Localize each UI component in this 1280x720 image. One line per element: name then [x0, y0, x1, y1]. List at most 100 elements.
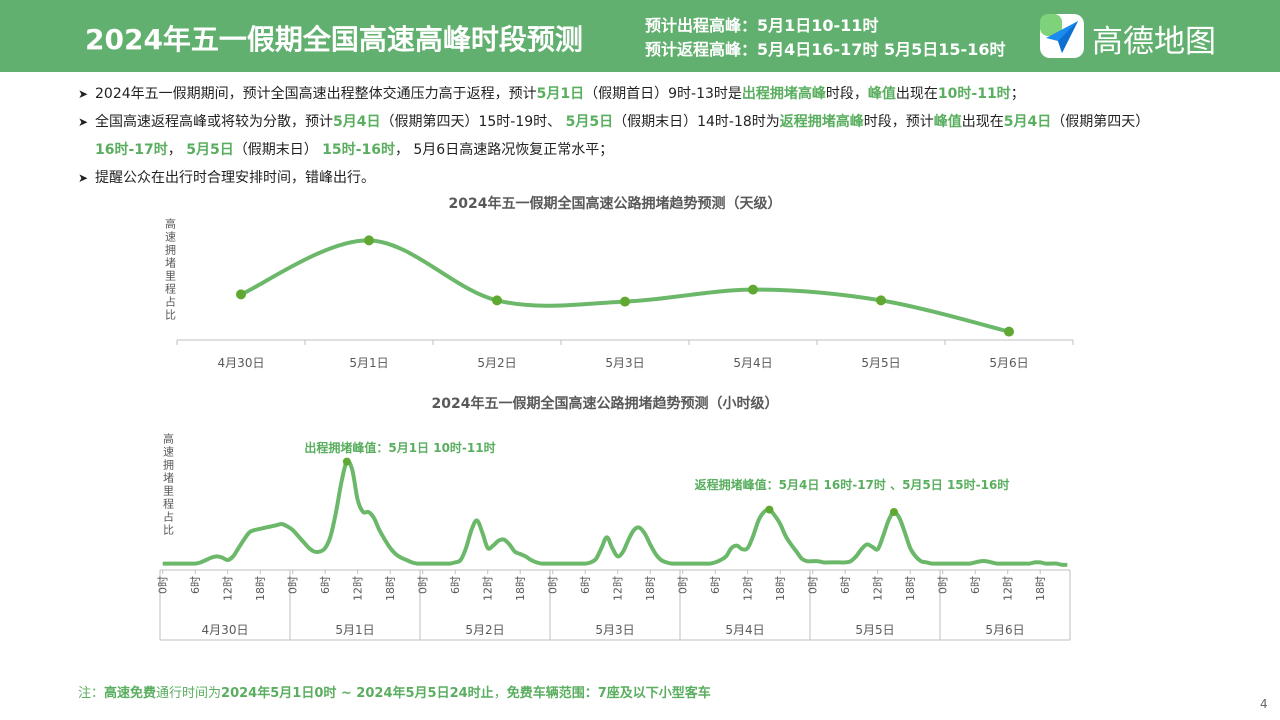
x-tick-label: 18时: [904, 576, 917, 601]
marker: [492, 295, 502, 306]
highlight: 5月5日: [186, 142, 234, 158]
marker: [748, 284, 758, 295]
text: （假期第四天）15时-19时、: [380, 114, 566, 130]
text: 时段，预计: [863, 114, 934, 130]
x-tick-label: 0时: [157, 576, 170, 594]
footnote: 注：高速免费通行时间为2024年5月1日0时 ~ 2024年5月5日24时止，免…: [78, 682, 711, 701]
x-group-label: 5月3日: [595, 623, 634, 637]
bullet: 全国高速返程高峰或将较为分散，预计5月4日（假期第四天）15时-19时、 5月5…: [78, 108, 1158, 164]
x-tick-label: 5月5日: [861, 356, 900, 370]
x-tick-label: 5月4日: [733, 356, 772, 370]
text: 出现在: [961, 114, 1004, 130]
x-tick-label: 12时: [222, 576, 235, 601]
x-tick-label: 6时: [839, 576, 852, 594]
marker: [1004, 326, 1014, 337]
x-tick-label: 12时: [612, 576, 625, 601]
text: ，: [167, 142, 187, 158]
chart-title: 2024年五一假期全国高速公路拥堵趋势预测（天级）: [449, 195, 782, 212]
text: ；: [1010, 86, 1025, 102]
y-axis-label: 高速拥堵里程占比: [162, 432, 175, 537]
highlight: 16时-17时: [95, 142, 168, 158]
x-tick-label: 18时: [774, 576, 787, 601]
x-tick-label: 4月30日: [218, 356, 265, 370]
peak-marker: [889, 508, 898, 516]
marker: [620, 296, 630, 307]
x-tick-label: 18时: [644, 576, 657, 601]
marker: [364, 235, 374, 246]
x-tick-label: 6时: [579, 576, 592, 594]
text: 全国高速返程高峰或将较为分散，预计: [95, 114, 333, 130]
x-group-label: 5月5日: [855, 623, 894, 637]
text: 提醒公众在出行时合理安排时间，错峰出行。: [95, 170, 375, 186]
highlight: 峰值: [933, 114, 962, 130]
peak-marker: [342, 457, 351, 466]
x-tick-label: 5月3日: [605, 356, 644, 370]
line-series: [240, 238, 1010, 334]
note-text: ，: [493, 686, 507, 701]
x-tick-label: 6时: [709, 576, 722, 594]
note-text: 免费车辆范围：7座及以下小型客车: [506, 686, 711, 701]
annotation: 返程拥堵峰值：5月4日 16时-17时 、5月5日 15时-16时: [695, 477, 1010, 492]
text: 2024年五一假期期间，预计全国高速出程整体交通压力高于返程，预计: [95, 86, 537, 102]
logo-text: 高德地图: [1092, 24, 1216, 60]
text: （假期末日）14时-18时为: [613, 114, 780, 130]
x-group-label: 5月4日: [725, 623, 764, 637]
bullet: 2024年五一假期期间，预计全国高速出程整体交通压力高于返程，预计5月1日（假期…: [78, 80, 1158, 108]
highlight: 峰值: [867, 86, 896, 102]
note-text: 高速免费: [104, 686, 157, 701]
page-number: 4: [1260, 697, 1268, 711]
x-tick-label: 18时: [384, 576, 397, 601]
note-text: 注：: [78, 686, 105, 701]
highlight: 5月5日: [565, 114, 614, 130]
highlight: 5月4日: [1003, 114, 1052, 130]
note-text: 通行时间为: [156, 686, 222, 701]
highlight: 5月1日: [536, 86, 585, 102]
x-tick-label: 12时: [872, 576, 885, 601]
x-group-label: 5月2日: [465, 623, 504, 637]
x-group-label: 5月1日: [335, 623, 374, 637]
x-group-label: 5月6日: [985, 623, 1024, 637]
x-tick-label: 12时: [352, 576, 365, 601]
x-tick-label: 0时: [417, 576, 430, 594]
x-tick-label: 18时: [514, 576, 527, 601]
bullet: 提醒公众在出行时合理安排时间，错峰出行。: [78, 164, 1158, 192]
highlight: 出程拥堵高峰: [741, 86, 826, 102]
x-tick-label: 12时: [1002, 576, 1015, 601]
x-tick-label: 18时: [1034, 576, 1047, 601]
marker: [876, 295, 886, 306]
highlight: 5月4日: [333, 114, 381, 130]
peak-return: 预计返程高峰：5月4日16-17时 5月5日15-16时: [645, 40, 1006, 59]
logo-icon: [1040, 14, 1084, 58]
highlight: 10时-11时: [937, 86, 1011, 102]
x-tick-label: 12时: [742, 576, 755, 601]
text: （假期第四天）: [1051, 114, 1150, 130]
x-tick-label: 6时: [189, 576, 202, 594]
x-tick-label: 6时: [319, 576, 332, 594]
peak-out: 预计出程高峰：5月1日10-11时: [645, 16, 879, 35]
x-tick-label: 5月6日: [989, 356, 1028, 370]
x-tick-label: 0时: [287, 576, 300, 594]
x-tick-label: 18时: [254, 576, 267, 601]
peak-marker: [765, 505, 774, 514]
highlight: 15时-16时: [322, 142, 395, 158]
text: （假期首日）9时-13时是: [584, 86, 742, 102]
text: 时段，: [825, 86, 868, 102]
marker: [236, 289, 246, 300]
x-tick-label: 6时: [969, 576, 982, 594]
highlight: 返程拥堵高峰: [779, 114, 864, 130]
x-tick-label: 5月1日: [349, 356, 388, 370]
x-tick-label: 0时: [937, 576, 950, 594]
text: （假期末日）: [233, 142, 323, 158]
note-text: 2024年5月1日0时 ~ 2024年5月5日24时止: [221, 686, 494, 701]
x-tick-label: 12时: [482, 576, 495, 601]
x-tick-label: 0时: [677, 576, 690, 594]
x-tick-label: 0时: [807, 576, 820, 594]
page-title: 2024年五一假期全国高速高峰时段预测: [85, 23, 583, 56]
text: 出现在: [895, 86, 938, 102]
header-bar: 2024年五一假期全国高速高峰时段预测 预计出程高峰：5月1日10-11时 预计…: [0, 0, 1280, 72]
chart-title: 2024年五一假期全国高速公路拥堵趋势预测（小时级）: [432, 395, 779, 412]
line-series: [162, 459, 1068, 567]
annotation: 出程拥堵峰值：5月1日 10时-11时: [304, 440, 495, 455]
